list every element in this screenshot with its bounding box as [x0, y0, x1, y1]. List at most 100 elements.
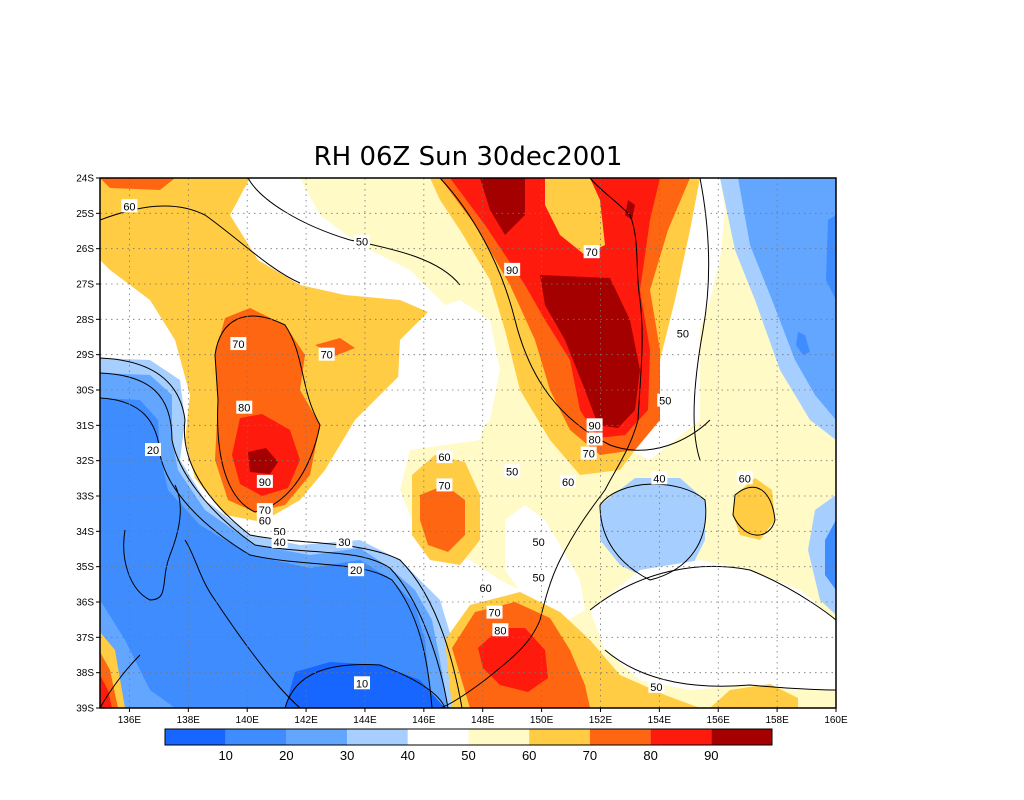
y-tick-label: 39S — [76, 704, 94, 715]
contour-label: 70 — [232, 339, 244, 351]
contour-50-central — [439, 178, 711, 451]
y-tick-label: 31S — [76, 421, 94, 432]
y-tick-label: 30S — [76, 386, 94, 397]
contour-label-bg — [657, 393, 674, 407]
colorbar-swatch — [407, 729, 469, 745]
contour-label: 80 — [494, 625, 506, 637]
y-tick-label: 35S — [76, 562, 94, 573]
x-tick-label: 142E — [294, 715, 318, 726]
contour-label: 50 — [650, 682, 662, 694]
y-tick-label: 33S — [76, 492, 94, 503]
contour-50-eastline — [693, 178, 710, 461]
rh-band-30-40-east — [738, 178, 836, 420]
rh-band-80-90-south — [478, 628, 548, 692]
rh-band-70-northeast — [545, 178, 605, 255]
contour-label: 20 — [350, 565, 362, 577]
rh-band-above-90-central — [480, 178, 525, 235]
contour-label: 70 — [583, 449, 595, 461]
contour-label-bg — [271, 524, 288, 538]
rh-band-east-blob — [796, 332, 810, 355]
contour-label-bg — [736, 471, 753, 485]
axis-ticks: 136E 138E 140E 142E 144E 146E 148E 150E 152E 154E… — [76, 174, 848, 727]
rh-band-70-80-small — [315, 338, 355, 356]
contour-label: 10 — [356, 678, 368, 690]
rh-band-above-50-south — [590, 560, 836, 690]
colorbar-label: 30 — [340, 748, 354, 763]
colorbar: 10 20 30 40 50 60 70 80 90 — [164, 728, 773, 763]
coastline-bight — [100, 654, 141, 708]
rh-band-above-90-northeast — [625, 200, 635, 220]
contour-label: 70 — [586, 247, 598, 259]
contour-label-bg — [144, 443, 161, 457]
contour-label-bg — [348, 563, 365, 577]
coastline-gulf — [123, 484, 181, 601]
contour-30-west — [100, 372, 449, 708]
contour-label: 90 — [259, 477, 271, 489]
contour-label: 50 — [659, 396, 671, 408]
contour-label-bg — [256, 474, 273, 488]
y-tick-label: 32S — [76, 456, 94, 467]
x-tick-label: 154E — [648, 715, 672, 726]
contour-label-bg — [256, 513, 273, 527]
contour-label-bg — [492, 623, 509, 637]
rh-band-60-70-isolated-east — [733, 478, 775, 540]
contour-20-west — [100, 397, 433, 708]
colorbar-frame — [164, 728, 773, 746]
y-tick-label: 34S — [76, 527, 94, 538]
rh-band-30-east-edge — [825, 520, 836, 590]
contour-label: 50 — [533, 537, 545, 549]
colorbar-swatch — [165, 729, 226, 745]
contour-label-bg — [580, 446, 597, 460]
x-tick-label: 152E — [589, 715, 613, 726]
contour-label: 40 — [273, 537, 285, 549]
contour-70-west — [214, 315, 321, 513]
contour-label: 70 — [321, 350, 333, 362]
coastline-gulf-2 — [184, 539, 301, 708]
colorbar-label: 80 — [643, 748, 657, 763]
x-tick-label: 146E — [412, 715, 436, 726]
contour-label-bg — [477, 580, 494, 594]
colorbar-swatch — [529, 729, 590, 745]
contour-label-bg — [651, 471, 668, 485]
contour-label-bg — [436, 450, 453, 464]
colorbar-swatch — [225, 729, 287, 745]
contour-label: 90 — [588, 420, 600, 432]
contour-label: 60 — [259, 516, 271, 528]
contour-label-bg — [436, 478, 453, 492]
rh-band-20-30-east — [826, 215, 836, 300]
contour-label: 60 — [739, 473, 751, 485]
y-tick-label: 26S — [76, 244, 94, 255]
x-tick-label: 144E — [353, 715, 377, 726]
contour-label-bg — [486, 605, 503, 619]
coastline-east — [439, 178, 643, 708]
rh-band-40-east-edge — [808, 495, 836, 615]
contour-label-bg — [230, 337, 247, 351]
contour-label-bg — [674, 326, 691, 340]
rh-band-40-50-lowmid — [600, 478, 705, 580]
contour-label-bg — [504, 262, 521, 276]
rh-band-above-50-east — [695, 178, 725, 420]
contour-label-bg — [336, 534, 353, 548]
contour-60-east-blob — [732, 486, 776, 536]
contour-label-bg — [583, 245, 600, 259]
contour-label-bg — [256, 503, 273, 517]
rh-fill-layer — [100, 178, 836, 708]
colorbar-label: 20 — [279, 748, 293, 763]
contour-label-bg — [530, 570, 547, 584]
colorbar-swatch — [347, 729, 408, 745]
contour-label: 50 — [677, 328, 689, 340]
y-tick-label: 37S — [76, 633, 94, 644]
contour-label-bg — [560, 474, 577, 488]
contour-label-bg — [530, 534, 547, 548]
contour-50-south — [589, 565, 836, 621]
contour-label-bg — [236, 400, 253, 414]
contour-label-bg — [354, 234, 371, 248]
colorbar-swatch — [711, 729, 772, 745]
contour-label-bg — [504, 464, 521, 478]
x-tick-label: 136E — [118, 715, 142, 726]
contour-label-bg — [318, 347, 335, 361]
colorbar-label: 50 — [461, 748, 475, 763]
x-tick-label: 160E — [824, 715, 848, 726]
